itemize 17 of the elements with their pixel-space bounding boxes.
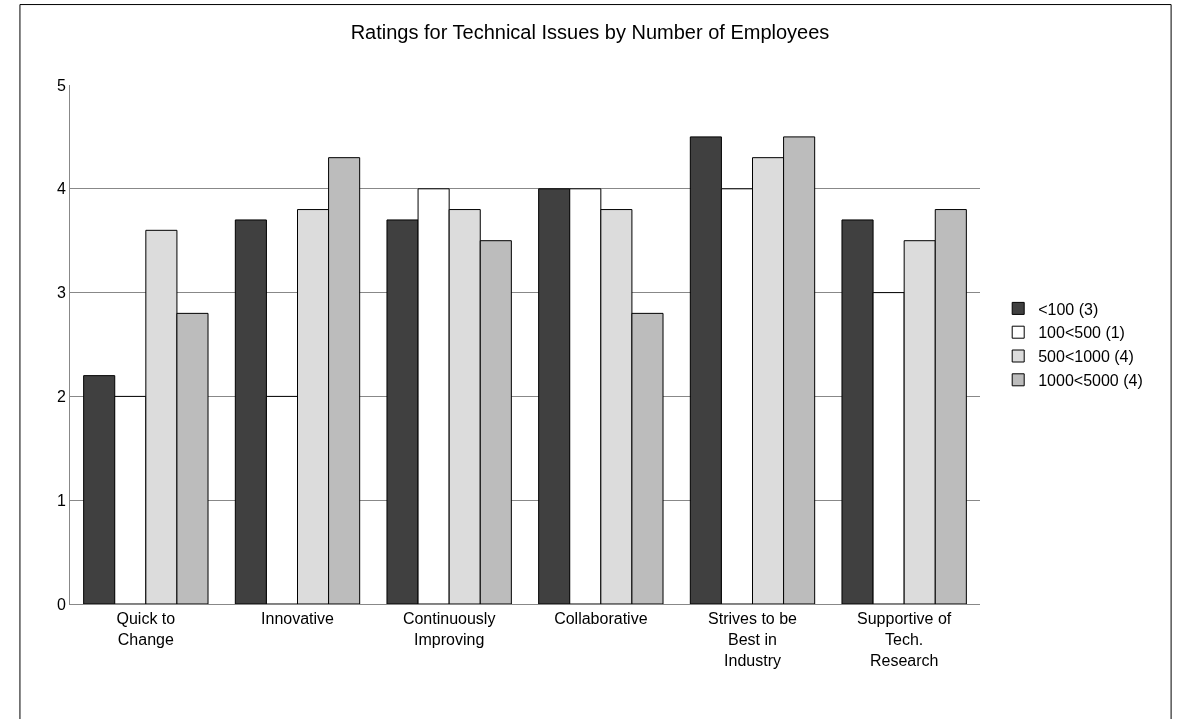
y-tick-label: 5 <box>56 76 66 94</box>
x-tick-label: Supportive of Tech. Research <box>857 610 952 669</box>
legend-label: <100 (3) <box>1038 300 1099 318</box>
y-tick-label: 1 <box>56 491 66 509</box>
x-tick-label: Collaborative <box>554 610 648 628</box>
y-tick-label: 4 <box>56 180 66 198</box>
x-tick-label: Strives to be Best in Industry <box>708 610 798 669</box>
legend-label: 100<500 (1) <box>1038 324 1125 342</box>
x-tick-label: Innovative <box>261 610 335 628</box>
y-tick-label: 2 <box>56 388 66 405</box>
legend-label: 500<1000 (4) <box>1038 348 1134 366</box>
chart-title: Ratings for Technical Issues by Number of Employees <box>350 21 830 44</box>
x-tick-label: Quick to Change <box>116 610 176 648</box>
y-tick-label: 3 <box>56 284 66 302</box>
y-tick-label: 0 <box>56 595 66 613</box>
x-tick-label: Continuously Improving <box>402 610 496 648</box>
legend-label: 1000<5000 (4) <box>1038 372 1143 390</box>
